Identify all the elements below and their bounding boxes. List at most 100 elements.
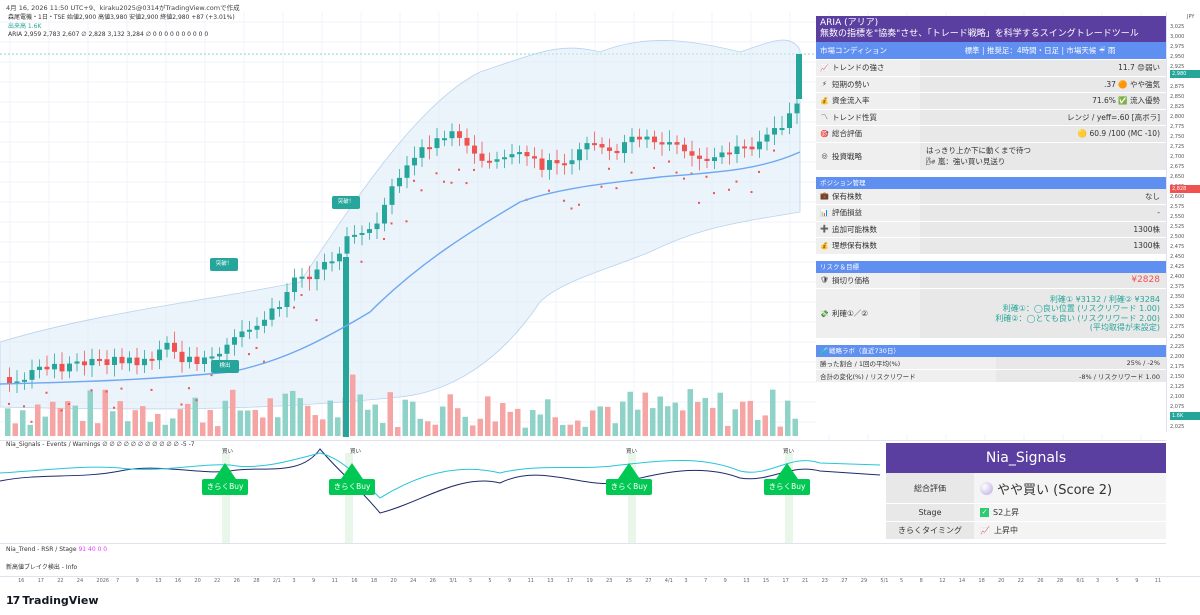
signal-line-1 [0,448,880,514]
stop-dot [690,172,693,175]
position-value: 1300株 [920,238,1166,254]
signals-pane[interactable] [0,440,1166,543]
candle-body [779,128,785,131]
take-profit-label-cell: 💸 利確①／② [816,289,920,338]
volume-bar [140,406,146,436]
volume-bar [230,389,236,436]
volume-bar [455,408,461,436]
xaxis-tick: 20 [998,578,1005,584]
position-label: 保有株数 [832,191,862,201]
nia-stage-cell: ✓ S2上昇 [974,504,1166,521]
aria-legend[interactable]: ARIA 2,959 2,783 2,607 ∅ 2,828 3,132 3,2… [8,31,209,38]
metric-label-cell: 📈 トレンドの強さ [816,60,920,76]
candle-body [292,277,297,293]
yaxis-tick: 2,700 [1170,154,1185,160]
volume-bar [402,399,408,436]
yaxis-tick: 2,100 [1170,394,1185,400]
xaxis-tick: 29 [860,578,868,584]
candle-body [494,159,500,162]
volume-bar [20,410,26,436]
volume-bar [650,408,656,436]
lab-row-winrate: 勝った割合 / 1回の平均(%) 25% / -2% [816,357,1166,370]
volume-bar [57,408,63,436]
signal-callout[interactable]: 検出 [211,360,239,373]
candle-body [772,128,777,135]
volume-bar [320,419,326,436]
volume-bar [35,404,41,436]
volume-bar [350,374,356,436]
price-axis[interactable]: JPY 3,0253,0002,9752,9502,9252,9002,8752… [1166,12,1200,432]
candle-body [532,156,537,159]
candle-body [239,331,245,338]
position-row: 📊 評価損益 - [816,205,1166,222]
candle-body [592,143,597,146]
buy-arrow-icon [341,463,363,479]
signal-callout[interactable]: 突破！ [332,196,360,209]
time-axis[interactable]: 16 17 22 24 2026 7 9 13 16 20 22 26 28 2/1 3 9 11 16 18 20 2… [0,576,1200,586]
take-profit-line-2: 利確①：◯良い位置 (リスクリワード 1.00) [1002,304,1160,313]
metric-row: 〽トレンド性質 レンジ / yeff=.60 [高ボラ] [816,109,1166,126]
volume-bar [147,421,153,436]
stop-dot [390,222,393,225]
candle-body [569,160,575,165]
yaxis-tick: 2,450 [1170,254,1185,260]
volume-bar [642,392,648,436]
candle-body [629,136,635,143]
buy-arrow-icon [214,463,236,479]
stop-dot [450,181,453,184]
stop-dot [458,168,460,171]
tradingview-logo[interactable]: 17 TradingView [6,594,99,607]
yaxis-tick: 2,550 [1170,214,1185,220]
nia-timing-cell: 📈 上昇中 [974,522,1166,539]
position-label-cell: ➕ 追加可能株数 [816,221,920,237]
trend-pane-title[interactable]: Nia_Trend - RSR / Stage 91 40 0 0 [6,546,108,553]
volume-bar [702,397,708,436]
lab-winrate-label: 勝った割合 / 1回の平均(%) [816,357,996,369]
signals-pane-title[interactable]: Nia_Signals - Events / Warnings ∅ ∅ ∅ ∅ … [6,441,195,448]
volume-legend[interactable]: 出来高 1.6K [8,22,42,30]
xaxis-tick: 24 [76,578,84,584]
yaxis-price-tag: 2,828 [1170,185,1200,193]
candle-body [442,138,447,141]
xaxis-tick: 5 [488,578,492,584]
position-label-cell: 💰 理想保有株数 [816,238,920,254]
kiraku-buy-label[interactable]: きらくBuy [606,479,652,495]
metric-row: 💰 資金流入率 71.6% ✅ 流入優勢 [816,93,1166,110]
breakout-info-title[interactable]: 新高値ブレイク検出 - Info [6,564,78,571]
volume-bar [537,414,543,436]
yaxis-tick: 3,000 [1170,34,1185,40]
candle-body [217,353,222,357]
stop-loss-label: 損切り価格 [832,275,870,285]
metric-row: 📈 トレンドの強さ 11.7 😟弱い [816,60,1166,77]
metric-row: 🎯 総合評価 🟡 60.9 /100 (MC -10) [816,126,1166,143]
candle-body [172,342,177,352]
trend-pane[interactable]: Nia_Trend - RSR / Stage 91 40 0 0 新高値ブレイ… [0,543,1166,575]
xaxis-tick: 4/1 [664,578,673,584]
candle-body [622,142,627,154]
stop-dot [465,182,468,185]
strategy-label-cell: ◎ 投資戦略 [816,142,920,170]
symbol-legend[interactable]: 森尾電機・1日・TSE 始値2,900 高値3,980 安値2,900 終値2,… [8,14,235,21]
lab-total-label: 合計の変化(%) / リスクリワード [816,370,996,382]
candle-body [29,370,35,380]
yaxis-tick: 2,500 [1170,234,1185,240]
metric-value: .37 🟠 やや強気 [920,76,1166,92]
strategy-value-1: はっきり上か下に動くまで待つ [926,146,1031,155]
xaxis-tick: 22 [1017,578,1024,584]
candle-body [194,356,200,365]
signal-callout[interactable]: 突破！ [210,258,238,271]
candle-body [134,357,140,366]
kiraku-buy-label[interactable]: きらくBuy [202,479,248,495]
kiraku-buy-label[interactable]: きらくBuy [329,479,375,495]
metric-icon: ⚡ [822,80,827,89]
yaxis-tick: 2,800 [1170,114,1185,120]
flask-icon: 🧪 [820,347,829,355]
kiraku-buy-label[interactable]: きらくBuy [764,479,810,495]
take-profit-label: 利確①／② [832,309,868,318]
candle-body [314,269,320,280]
volume-bar [485,396,491,436]
volume-bar [777,426,783,436]
candle-body [682,144,687,152]
volume-bar [500,403,506,436]
volume-bar [432,424,438,436]
